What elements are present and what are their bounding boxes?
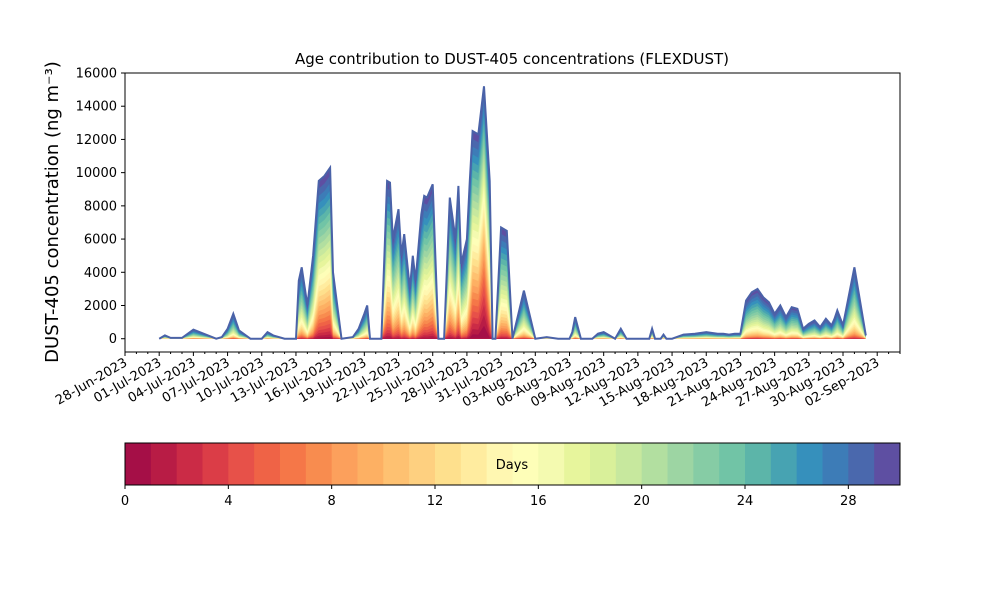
colorbar-swatch xyxy=(615,443,643,485)
colorbar-tick-label: 24 xyxy=(737,494,754,509)
colorbar-frame xyxy=(124,442,901,486)
plot-frame xyxy=(124,72,901,353)
colorbar-tick-label: 16 xyxy=(530,494,547,509)
colorbar-swatch xyxy=(719,443,746,485)
y-tick-label: 6000 xyxy=(84,233,117,248)
colorbar-swatch xyxy=(435,443,462,485)
colorbar-swatch xyxy=(202,443,229,485)
colorbar-swatch xyxy=(228,443,255,485)
colorbar-tick-label: 0 xyxy=(121,494,129,509)
y-axis: 0 2000 4000 6000 8000 10000 12000 14000 16000 xyxy=(76,67,125,347)
colorbar-swatch xyxy=(460,443,488,485)
colorbar-swatch xyxy=(486,443,513,485)
total-concentration-line xyxy=(158,86,867,341)
colorbar-swatch xyxy=(745,443,772,485)
y-axis-label: DUST-405 concentration (ng m⁻³) xyxy=(42,61,63,363)
age-bin-area-26 xyxy=(159,108,866,339)
colorbar-swatch xyxy=(796,443,823,485)
colorbar-tick-label: 28 xyxy=(840,494,857,509)
y-tick-label: 16000 xyxy=(76,67,117,82)
colorbar-swatch xyxy=(280,443,307,485)
colorbar-tick-label: 20 xyxy=(633,494,650,509)
colorbar-swatch xyxy=(176,443,203,485)
colorbar-swatch xyxy=(590,443,617,485)
colorbar-swatch xyxy=(641,443,668,485)
colorbar-swatch xyxy=(693,443,720,485)
plot-area xyxy=(158,86,867,341)
colorbar-tick-label: 4 xyxy=(224,494,232,509)
colorbar-swatch xyxy=(770,443,798,485)
colorbar-swatch xyxy=(848,443,875,485)
colorbar-swatch xyxy=(538,443,565,485)
colorbar-tick-label: 8 xyxy=(328,494,336,509)
y-tick-label: 14000 xyxy=(76,100,117,115)
colorbar: 0 4 8 12 16 20 24 28 xyxy=(121,442,901,509)
y-tick-label: 10000 xyxy=(76,166,117,181)
colorbar-tick-label: 12 xyxy=(427,494,444,509)
colorbar-swatch xyxy=(125,443,152,485)
colorbar-swatch xyxy=(409,443,436,485)
colorbar-swatch xyxy=(331,443,358,485)
colorbar-swatch xyxy=(564,443,591,485)
colorbar-swatch xyxy=(667,443,694,485)
colorbar-swatch xyxy=(822,443,849,485)
colorbar-swatch xyxy=(254,443,281,485)
y-tick-label: 4000 xyxy=(84,266,117,281)
colorbar-swatch xyxy=(383,443,410,485)
colorbar-swatch xyxy=(512,443,539,485)
y-tick-label: 0 xyxy=(109,332,117,347)
y-tick-label: 2000 xyxy=(84,299,117,314)
colorbar-swatch xyxy=(305,443,333,485)
age-bin-area-27 xyxy=(159,101,866,339)
colorbar-swatch xyxy=(874,443,901,485)
x-axis: 28-Jun-202301-Jul-202304-Jul-202307-Jul-… xyxy=(53,352,901,411)
colorbar-label: Days xyxy=(496,458,529,473)
y-tick-label: 12000 xyxy=(76,133,117,148)
chart-title: Age contribution to DUST-405 concentrati… xyxy=(295,50,729,68)
y-tick-label: 8000 xyxy=(84,199,117,214)
colorbar-swatch xyxy=(150,443,178,485)
colorbar-swatch xyxy=(357,443,384,485)
